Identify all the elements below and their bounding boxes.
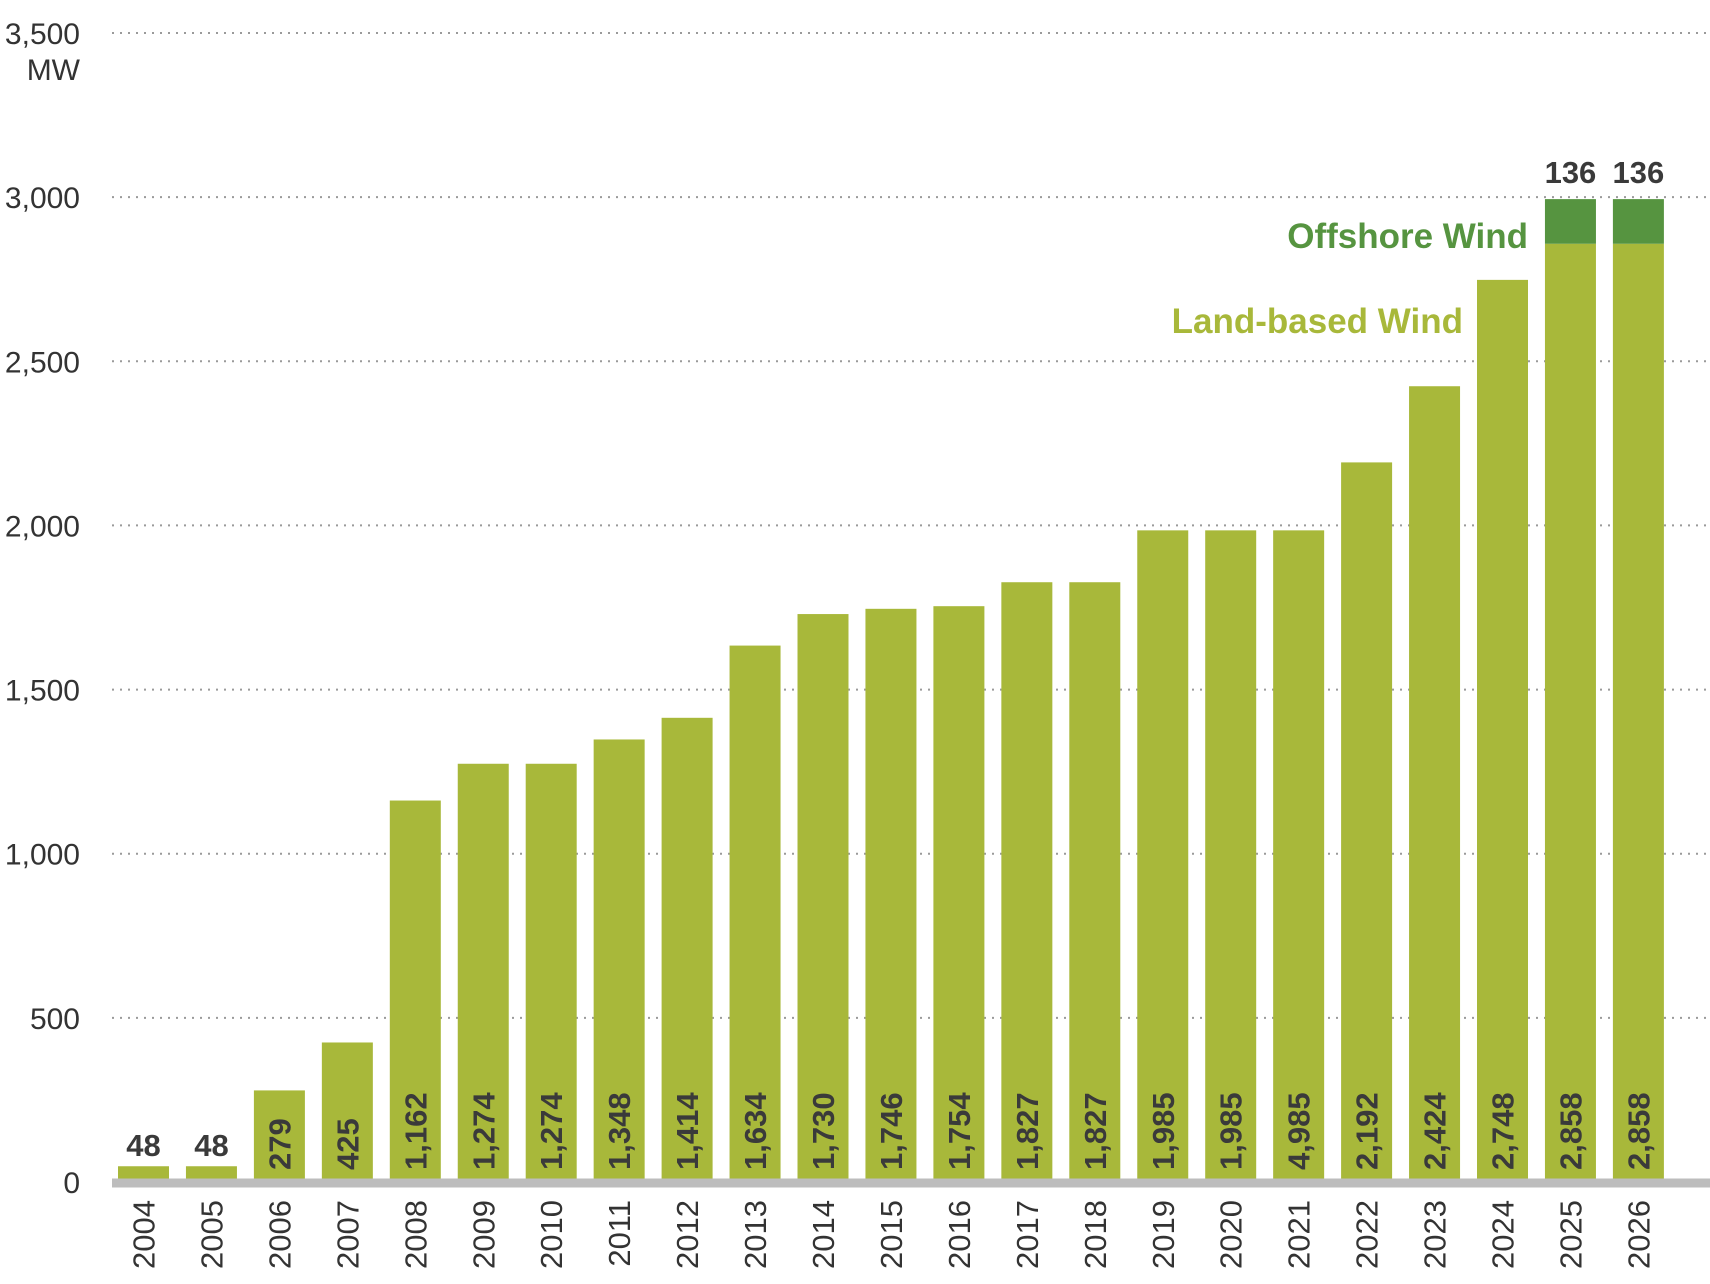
bar-offshore-wind	[1612, 199, 1664, 244]
x-tick-label: 2004	[127, 1200, 162, 1269]
bars	[118, 199, 1664, 1183]
bar-land-based-wind	[1612, 243, 1664, 1183]
bar-land-based-wind	[593, 739, 645, 1182]
data-label-land: 425	[330, 1118, 365, 1170]
data-label-land: 2,748	[1486, 1092, 1521, 1170]
legend-offshore-wind: Offshore Wind	[1287, 217, 1528, 256]
y-axis-ticks: 0 500 1,000 1,500 2,000 2,500 3,000 3,500	[5, 18, 80, 1200]
x-tick-label: 2011	[602, 1200, 637, 1267]
data-label-land: 2,858	[1621, 1092, 1656, 1170]
x-tick-label: 2005	[194, 1200, 229, 1269]
x-tick-label: 2025	[1553, 1200, 1588, 1269]
x-tick-label: 2021	[1282, 1200, 1317, 1269]
data-label-land: 1,274	[534, 1092, 569, 1170]
data-label-offshore: 136	[1545, 155, 1597, 190]
data-labels: 48 48 279 425 1,162 1,274 1,274 1,348 1,414 1,634…	[126, 155, 1664, 1170]
bar-land-based-wind	[1273, 530, 1325, 1182]
y-tick-label: 1,500	[5, 675, 80, 708]
bar-land-based-wind	[457, 763, 509, 1182]
x-tick-label: 2020	[1214, 1200, 1249, 1269]
bar-land-based-wind	[933, 606, 985, 1182]
data-label-land: 1,730	[806, 1092, 841, 1170]
y-tick-label: 3,000	[5, 182, 80, 215]
data-label-land: 1,348	[602, 1092, 637, 1170]
data-label-offshore: 136	[1613, 155, 1665, 190]
bar-land-based-wind	[185, 1166, 237, 1182]
x-tick-label: 2024	[1486, 1200, 1521, 1269]
data-label-land: 1,274	[466, 1092, 501, 1170]
data-label-land: 1,827	[1078, 1092, 1113, 1170]
x-tick-label: 2013	[738, 1200, 773, 1269]
x-tick-label: 2023	[1418, 1200, 1453, 1269]
data-label-land: 48	[194, 1128, 228, 1163]
x-tick-label: 2010	[534, 1200, 569, 1269]
x-tick-label: 2017	[1010, 1200, 1045, 1269]
bar-land-based-wind	[1137, 530, 1189, 1182]
bar-land-based-wind	[1409, 386, 1461, 1182]
bar-land-based-wind	[1205, 530, 1257, 1182]
y-tick-label: 2,500	[5, 346, 80, 379]
bar-land-based-wind	[1341, 462, 1393, 1182]
data-label-land: 1,827	[1010, 1092, 1045, 1170]
bar-land-based-wind	[253, 1090, 305, 1182]
bar-land-based-wind	[321, 1042, 373, 1182]
x-tick-label: 2016	[942, 1200, 977, 1269]
data-label-land: 1,746	[874, 1092, 909, 1170]
y-axis-unit-label: MW	[27, 54, 81, 87]
data-label-land: 279	[262, 1118, 297, 1170]
y-tick-label: 1,000	[5, 839, 80, 872]
bar-land-based-wind	[729, 645, 781, 1182]
bar-land-based-wind	[1544, 243, 1596, 1183]
bar-offshore-wind	[1544, 199, 1596, 244]
x-tick-label: 2006	[262, 1200, 297, 1269]
data-label-land: 48	[126, 1128, 160, 1163]
data-label-land: 2,858	[1553, 1092, 1588, 1170]
data-label-land: 1,985	[1214, 1092, 1249, 1170]
y-tick-label: 2,000	[5, 510, 80, 543]
x-tick-label: 2012	[670, 1200, 705, 1269]
y-tick-label: 3,500	[5, 18, 80, 51]
x-tick-label: 2015	[874, 1200, 909, 1269]
bar-land-based-wind	[525, 763, 577, 1182]
data-label-land: 1,754	[942, 1092, 977, 1170]
x-tick-label: 2008	[398, 1200, 433, 1269]
x-tick-label: 2018	[1078, 1200, 1113, 1269]
x-tick-label: 2026	[1621, 1200, 1656, 1269]
bar-land-based-wind	[1477, 279, 1528, 1182]
bar-land-based-wind	[797, 614, 849, 1182]
data-label-land: 4,985	[1282, 1092, 1317, 1170]
x-tick-label: 2019	[1146, 1200, 1181, 1269]
data-label-land: 1,414	[670, 1092, 705, 1170]
y-tick-label: 500	[30, 1003, 80, 1036]
bar-land-based-wind	[865, 608, 917, 1182]
data-label-land: 2,192	[1350, 1092, 1385, 1170]
x-tick-label: 2007	[330, 1200, 365, 1269]
x-tick-label: 2022	[1350, 1200, 1385, 1269]
data-label-land: 1,162	[398, 1092, 433, 1170]
bar-land-based-wind	[661, 717, 713, 1182]
data-label-land: 2,424	[1418, 1092, 1453, 1170]
data-label-land: 1,634	[738, 1092, 773, 1170]
x-axis-ticks: 2004 2005 2006 2007 2008 2009 2010 2011 2012 2013…	[127, 1200, 1657, 1269]
bar-land-based-wind	[118, 1166, 169, 1182]
bar-land-based-wind	[1069, 582, 1121, 1182]
legend-land-based-wind: Land-based Wind	[1172, 302, 1463, 341]
y-tick-label: 0	[63, 1167, 80, 1200]
x-tick-label: 2009	[466, 1200, 501, 1269]
data-label-land: 1,985	[1146, 1092, 1181, 1170]
bar-land-based-wind	[1001, 582, 1053, 1182]
bar-land-based-wind	[389, 800, 441, 1182]
x-tick-label: 2014	[806, 1200, 841, 1269]
